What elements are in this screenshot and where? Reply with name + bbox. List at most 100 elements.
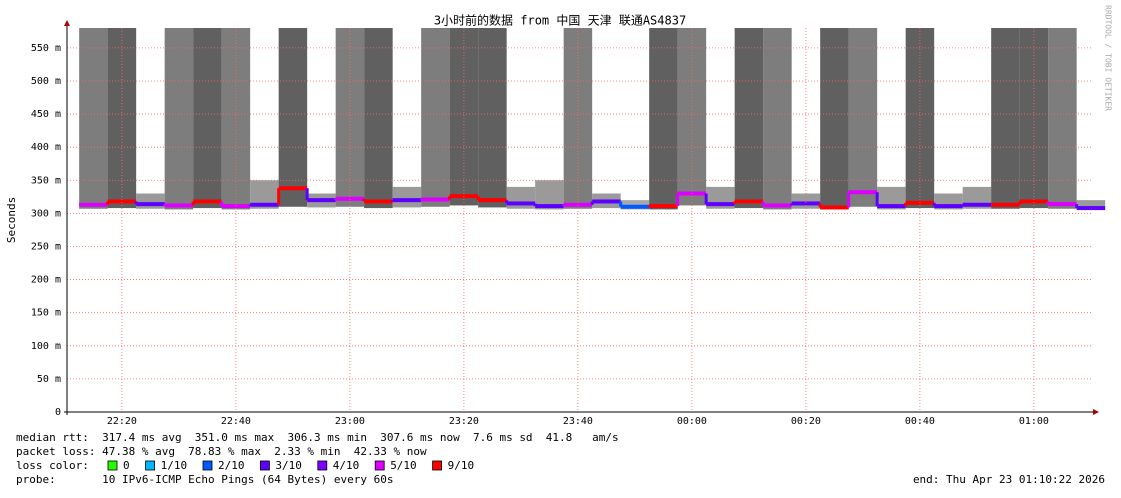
median-point [563,202,593,207]
median-point [734,199,764,204]
x-tick-label: 23:00 [335,416,365,427]
legend-label: 3/10 [275,459,302,472]
smoke-band [364,28,393,209]
smoke-band [392,186,422,208]
legend-swatch [145,460,156,471]
legend-swatch [317,460,328,471]
smoke-band [193,28,222,209]
median-point [335,196,365,201]
legend-swatch [432,460,443,471]
loss-stats: packet loss: 47.38 % avg 78.83 % max 2.3… [16,445,427,458]
smoke-band [649,28,678,210]
chart-title: 3小时前的数据 from 中国 天津 联通AS4837 [434,13,686,28]
smoke-band [506,186,536,209]
median-point [535,204,564,209]
median-point [278,186,308,191]
smoke-band [136,193,165,209]
legend-swatch [374,460,385,471]
median-point [620,204,650,209]
y-tick-label: 500 m [31,76,61,87]
median-point [706,202,735,207]
median-point [763,203,792,208]
legend-label: 9/10 [448,459,475,472]
median-point [164,203,194,208]
x-tick-label: 22:20 [107,416,137,427]
smoke-band [734,28,764,209]
median-point [791,201,821,206]
legend-label: 5/10 [390,459,417,472]
probe-info: probe: 10 IPv6-ICMP Echo Pings (64 Bytes… [16,473,394,486]
legend-label: 1/10 [161,459,188,472]
y-tick-label: 200 m [31,275,61,286]
watermark: RRDTOOL / TOBI OETIKER [1104,5,1113,111]
median-point [364,199,393,204]
y-tick-label: 100 m [31,341,61,352]
y-tick-label: 50 m [37,374,61,385]
median-stats: median rtt: 317.4 ms avg 351.0 ms max 30… [16,431,619,444]
median-point [934,204,963,209]
legend-swatch [107,460,118,471]
legend-label: 2/10 [218,459,245,472]
smoke-band [791,193,821,209]
legend-label: 4/10 [333,459,360,472]
median-point [649,204,678,209]
x-tick-label: 23:20 [449,416,479,427]
smoke-band [877,186,906,210]
median-point [107,199,137,204]
y-tick-label: 250 m [31,241,61,252]
median-point [592,199,621,204]
smoke-band [991,28,1020,209]
median-point [877,204,906,209]
y-tick-label: 450 m [31,109,61,120]
y-tick-label: 150 m [31,308,61,319]
median-point [478,198,507,203]
x-tick-label: 23:40 [563,416,593,427]
y-tick-label: 350 m [31,175,61,186]
y-tick-label: 550 m [31,43,61,54]
smoke-band [1076,200,1106,210]
legend-label: 0 [123,459,130,472]
median-point [250,202,279,207]
smoke-band [79,28,108,209]
smoke-band [335,28,365,207]
x-tick-label: 01:00 [1019,416,1049,427]
x-tick-label: 00:40 [905,416,935,427]
median-point [1076,206,1106,211]
median-point [848,190,878,195]
axis-arrow [1093,409,1099,415]
median-point [221,204,251,209]
smoke-band [763,28,792,210]
y-tick-label: 0 [55,407,61,418]
smoke-band [1048,28,1077,209]
median-point [136,202,165,207]
legend-swatch [259,460,270,471]
median-point [392,198,422,203]
y-tick-label: 400 m [31,142,61,153]
end-time: end: Thu Apr 23 01:10:22 2026 [913,473,1105,486]
y-axis-label: Seconds [5,197,18,243]
smoke-band [848,28,878,207]
median-point [506,201,536,206]
smoke-band [820,28,849,210]
x-tick-label: 00:00 [677,416,707,427]
median-point [421,197,450,202]
median-point [1019,199,1049,204]
legend-swatch [202,460,213,471]
x-tick-label: 22:40 [221,416,251,427]
x-tick-label: 00:20 [791,416,821,427]
median-point [820,205,849,210]
median-point [307,198,336,203]
smoke-band [164,28,194,210]
median-point [193,199,222,204]
axis-arrow [64,20,70,26]
smoke-band [278,28,308,207]
median-point [1048,202,1077,207]
smoke-band [421,28,450,207]
median-point [79,202,108,207]
y-tick-label: 300 m [31,208,61,219]
legend-title: loss color: [16,459,89,472]
median-point [962,202,992,207]
smoke-band [478,28,507,208]
median-point [991,202,1020,207]
